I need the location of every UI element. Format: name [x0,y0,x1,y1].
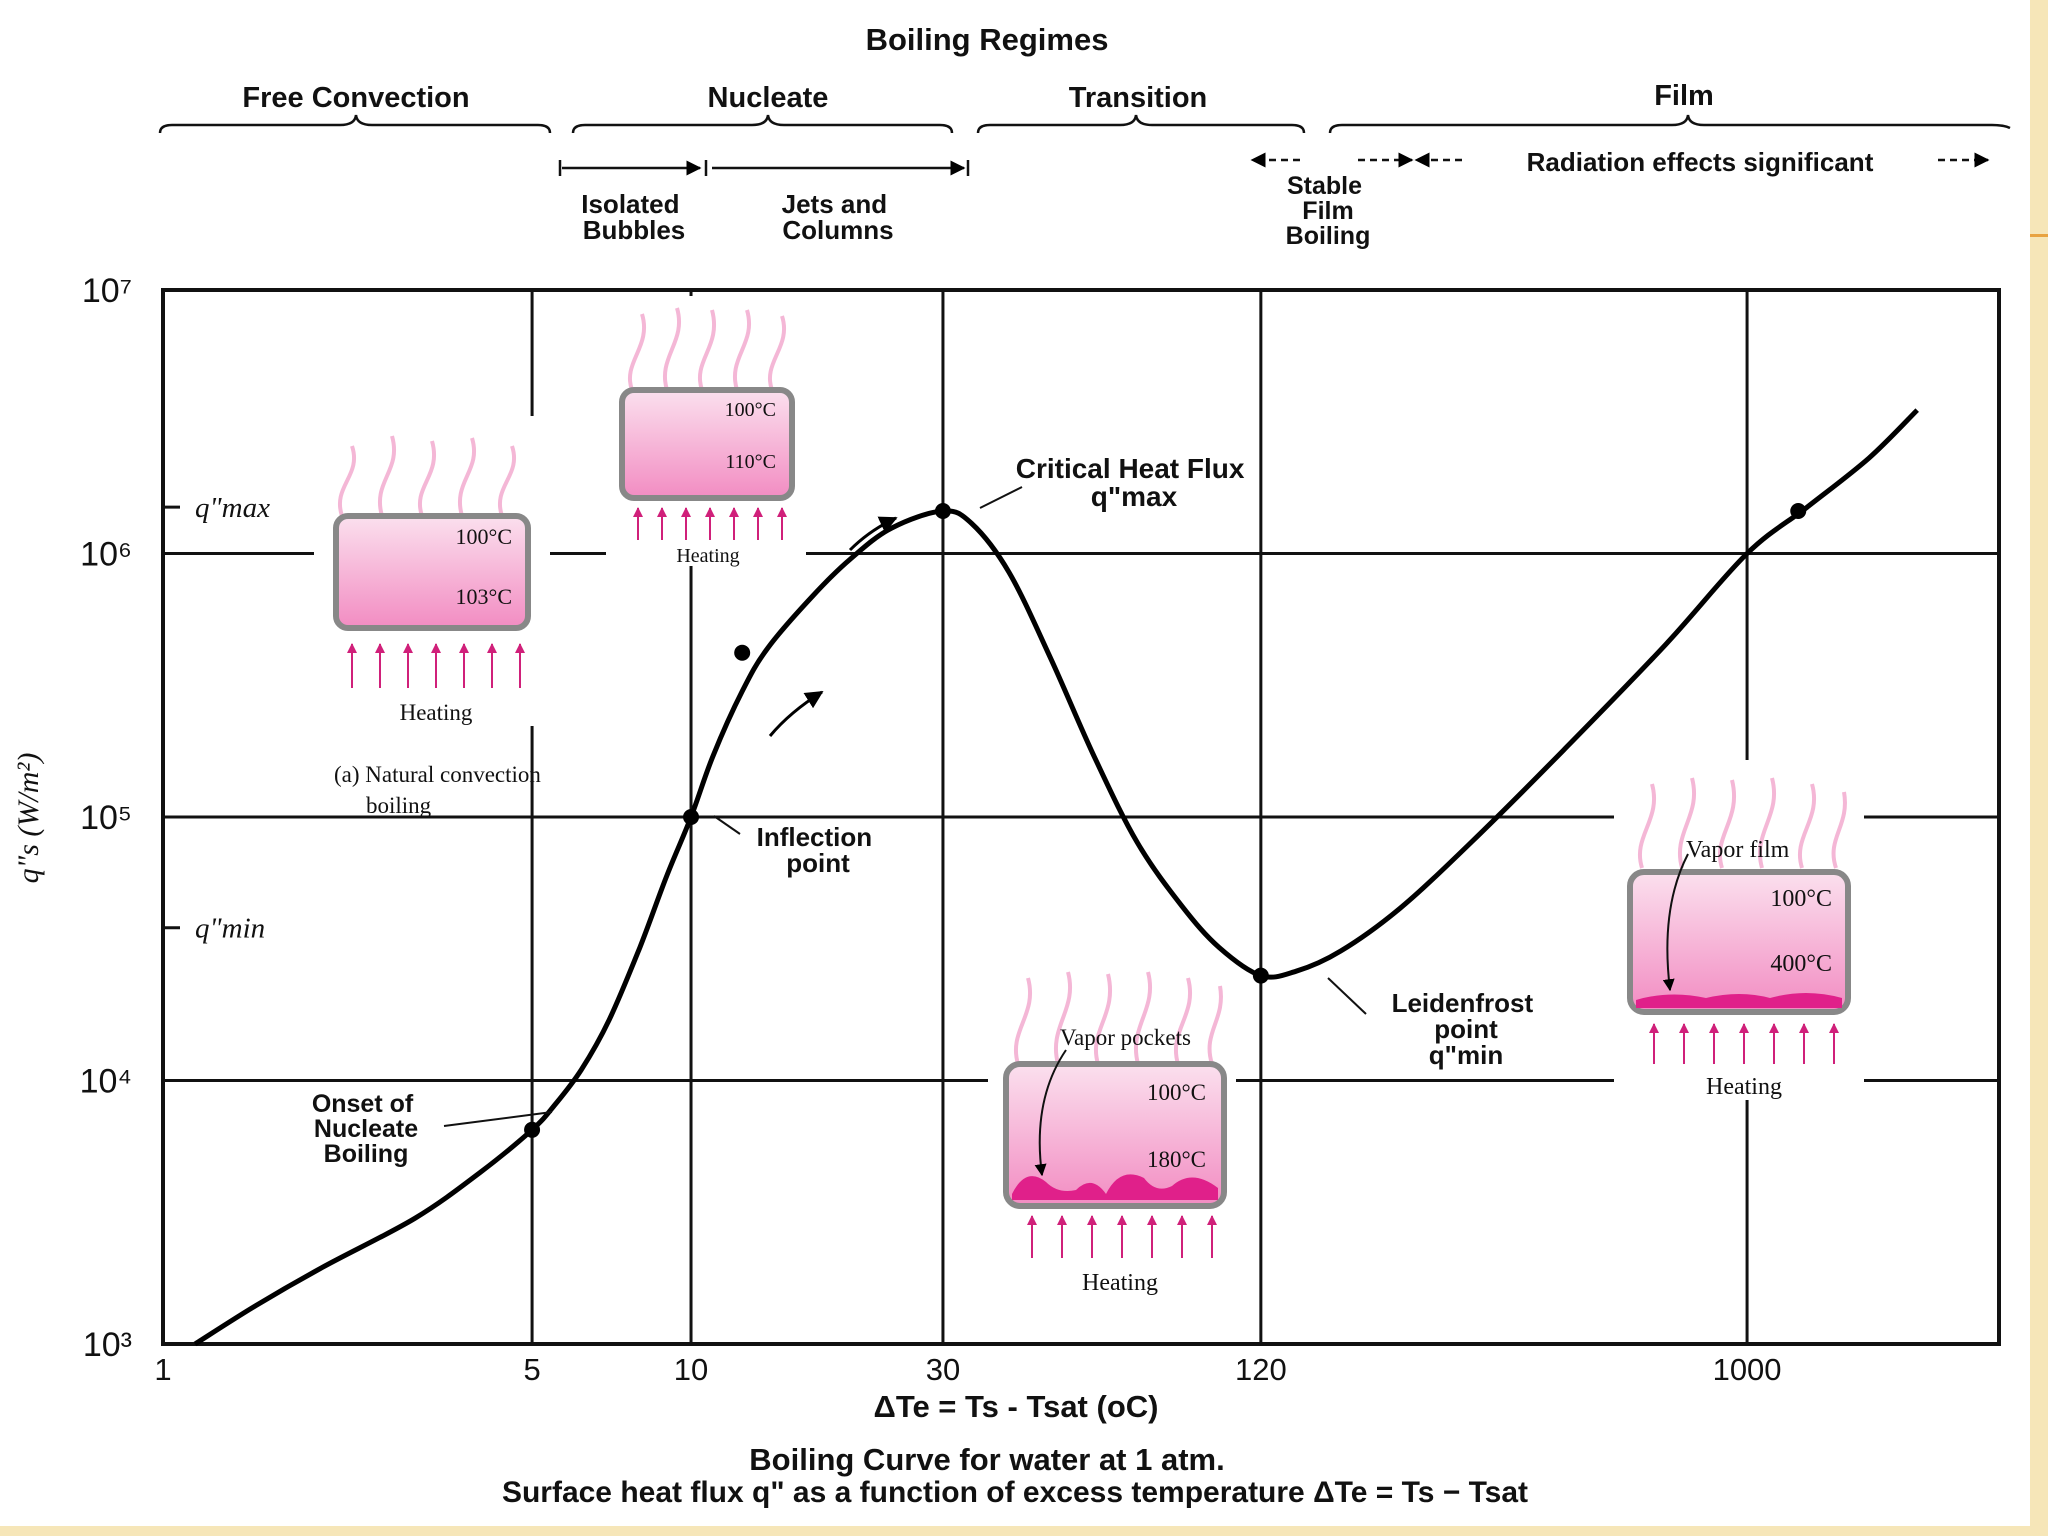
x-axis-label: ΔTe = Ts - Tsat (oC) [874,1389,1159,1424]
svg-text:Inflection point: Inflection point [757,822,880,878]
x-tick-label: 1000 [1713,1352,1782,1387]
svg-text:Heating: Heating [400,700,473,725]
caption-natural-2: boiling [366,793,432,818]
inset-transition: Vapor pockets 100°C 180°C Heating [988,954,1236,1296]
annotation-onset: Onset of Nucleate Boiling [312,1090,553,1168]
x-tick-labels: 1 5 10 30 120 1000 [154,1352,1781,1387]
svg-text:103°C: 103°C [456,584,512,609]
plot-frame [161,288,2001,1346]
svg-text:Vapor film: Vapor film [1686,837,1790,863]
qmax-label: q"max [195,492,270,524]
inset-film: Vapor film 100°C 400°C Heating [1614,760,1864,1100]
chart-title: Boiling Curve for water at 1 atm. [749,1442,1224,1477]
svg-text:180°C: 180°C [1147,1147,1206,1172]
inset-nucleate: 100°C 110°C Heating [606,296,806,567]
svg-text:100°C: 100°C [725,399,776,421]
x-tick-label: 1 [154,1352,171,1387]
inset-natural-convection: 100°C 103°C Heating [314,416,550,726]
x-tick-label: 5 [523,1352,540,1387]
label-radiation: Radiation effects significant [1527,147,1874,177]
y-tick-label: 10⁵ [80,799,132,837]
curve-points [524,502,1807,1138]
regimes-title: Boiling Regimes [866,22,1109,57]
regime-braces [158,114,2011,134]
svg-text:Critical Heat Flux q"max: Critical Heat Flux q"max [1016,453,1253,512]
annotation-inflection: Inflection point [713,815,880,878]
y-tick-label: 10⁴ [80,1063,132,1101]
qmin-label: q"min [195,913,265,945]
boiling-curve-line [193,408,1919,1347]
label-jets-columns: Jets and Columns [782,189,895,245]
curve-point [683,809,700,825]
curve-point [734,644,751,661]
regime-nucleate: Nucleate [708,82,829,114]
annotation-leidenfrost: Leidenfrost point q"min [1327,977,1541,1070]
nucleate-sub-ranges [558,160,970,176]
direction-arrows [768,516,898,737]
regime-free-convection: Free Convection [242,82,469,114]
x-tick-label: 30 [926,1352,960,1387]
y-tick-label: 10⁶ [80,536,132,574]
y-axis-label: q"s (W/m²) [12,753,45,884]
accent-line [2030,234,2048,237]
chart-subtitle: Surface heat flux q" as a function of ex… [502,1476,1528,1509]
svg-text:Vapor pockets: Vapor pockets [1060,1025,1191,1050]
x-tick-label: 120 [1235,1352,1287,1387]
curve-point [524,1121,541,1138]
annotation-chf: Critical Heat Flux q"max [979,453,1253,512]
curve-point [934,502,951,519]
curve-point [1790,502,1807,519]
svg-text:Heating: Heating [1082,1270,1158,1296]
svg-text:400°C: 400°C [1770,951,1832,977]
curve-point [1252,967,1269,984]
svg-text:100°C: 100°C [1770,886,1832,912]
caption-natural-1: (a) Natural convection [334,762,541,787]
label-isolated-bubbles: Isolated Bubbles [581,189,686,245]
svg-text:100°C: 100°C [456,524,512,549]
regime-transition: Transition [1069,82,1208,114]
svg-text:100°C: 100°C [1147,1080,1206,1105]
svg-text:110°C: 110°C [725,451,776,473]
regime-film: Film [1654,80,1714,112]
y-tick-labels: 10³ 10⁴ 10⁵ 10⁶ 10⁷ [80,272,132,1364]
x-tick-label: 10 [674,1352,708,1387]
svg-text:Heating: Heating [1706,1074,1782,1100]
y-tick-label: 10⁷ [82,272,132,310]
svg-text:Heating: Heating [676,545,739,567]
label-stable-film: Stable Film Boiling [1286,172,1371,250]
y-tick-label: 10³ [83,1326,132,1364]
